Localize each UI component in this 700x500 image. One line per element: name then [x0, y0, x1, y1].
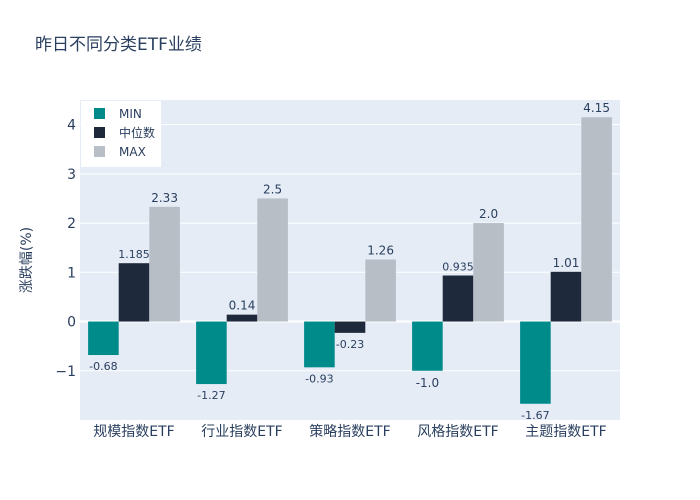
data-label: 0.935: [442, 261, 474, 274]
y-tick-label: 1: [67, 265, 76, 281]
legend-items: MIN 中位数 MAX: [94, 107, 155, 159]
y-tick-label: 2: [67, 216, 76, 232]
bar: [473, 223, 504, 322]
data-label: -0.23: [336, 338, 364, 351]
bar: [550, 271, 582, 322]
bar: [88, 321, 119, 356]
y-axis-ticks: −1 0 1 2 3 4: [55, 118, 76, 380]
x-tick-label: 规模指数ETF: [93, 424, 174, 440]
bar: [581, 117, 612, 322]
bar: [412, 321, 443, 371]
data-label: 2.0: [479, 207, 498, 221]
legend-label: MAX: [119, 145, 146, 159]
data-label: -1.0: [416, 376, 439, 390]
data-label: -1.67: [521, 409, 549, 422]
legend-swatch: [94, 127, 105, 138]
data-label: 4.15: [583, 101, 610, 115]
data-label: 1.26: [367, 244, 394, 258]
chart-title: 昨日不同分类ETF业绩: [35, 35, 202, 55]
bar: [520, 321, 551, 404]
data-label: 0.14: [229, 299, 256, 313]
y-tick-label: 4: [67, 118, 76, 134]
legend-label: 中位数: [119, 125, 155, 140]
data-label: 1.01: [553, 256, 580, 270]
x-axis-ticks: 规模指数ETF 行业指数ETF 策略指数ETF 风格指数ETF 主题指数ETF: [93, 423, 606, 440]
legend-label: MIN: [119, 107, 142, 121]
y-tick-label: 3: [67, 167, 76, 183]
y-axis-title: 涨跌幅(%): [19, 227, 35, 293]
bar: [334, 321, 366, 333]
data-label: 1.185: [118, 248, 150, 261]
legend: MIN 中位数 MAX: [81, 101, 161, 167]
x-tick-label: 策略指数ETF: [309, 423, 390, 440]
data-label-layer: -0.68 1.185 2.33 -1.27 0.14 2.5 -0.93 -0.23 1.26…: [89, 101, 610, 422]
bar: [226, 314, 258, 322]
x-tick-label: 行业指数ETF: [201, 424, 282, 440]
bar: [149, 206, 180, 322]
data-label: -0.93: [305, 372, 333, 385]
bar: [196, 321, 227, 385]
bar: [118, 263, 150, 322]
y-tick-label: 0: [67, 315, 76, 331]
y-tick-label: −1: [55, 364, 76, 380]
bar: [304, 321, 335, 368]
bar: [442, 275, 474, 322]
x-tick-label: 风格指数ETF: [417, 424, 498, 440]
data-label: -1.27: [197, 389, 225, 402]
legend-swatch: [94, 108, 105, 119]
bar: [257, 198, 288, 322]
legend-swatch: [94, 146, 105, 157]
data-label: 2.33: [151, 191, 178, 205]
data-label: 2.5: [263, 182, 282, 196]
bar: [365, 259, 396, 322]
bar-layer: [88, 117, 612, 404]
x-tick-label: 主题指数ETF: [525, 424, 606, 440]
data-label: -0.68: [89, 360, 117, 373]
